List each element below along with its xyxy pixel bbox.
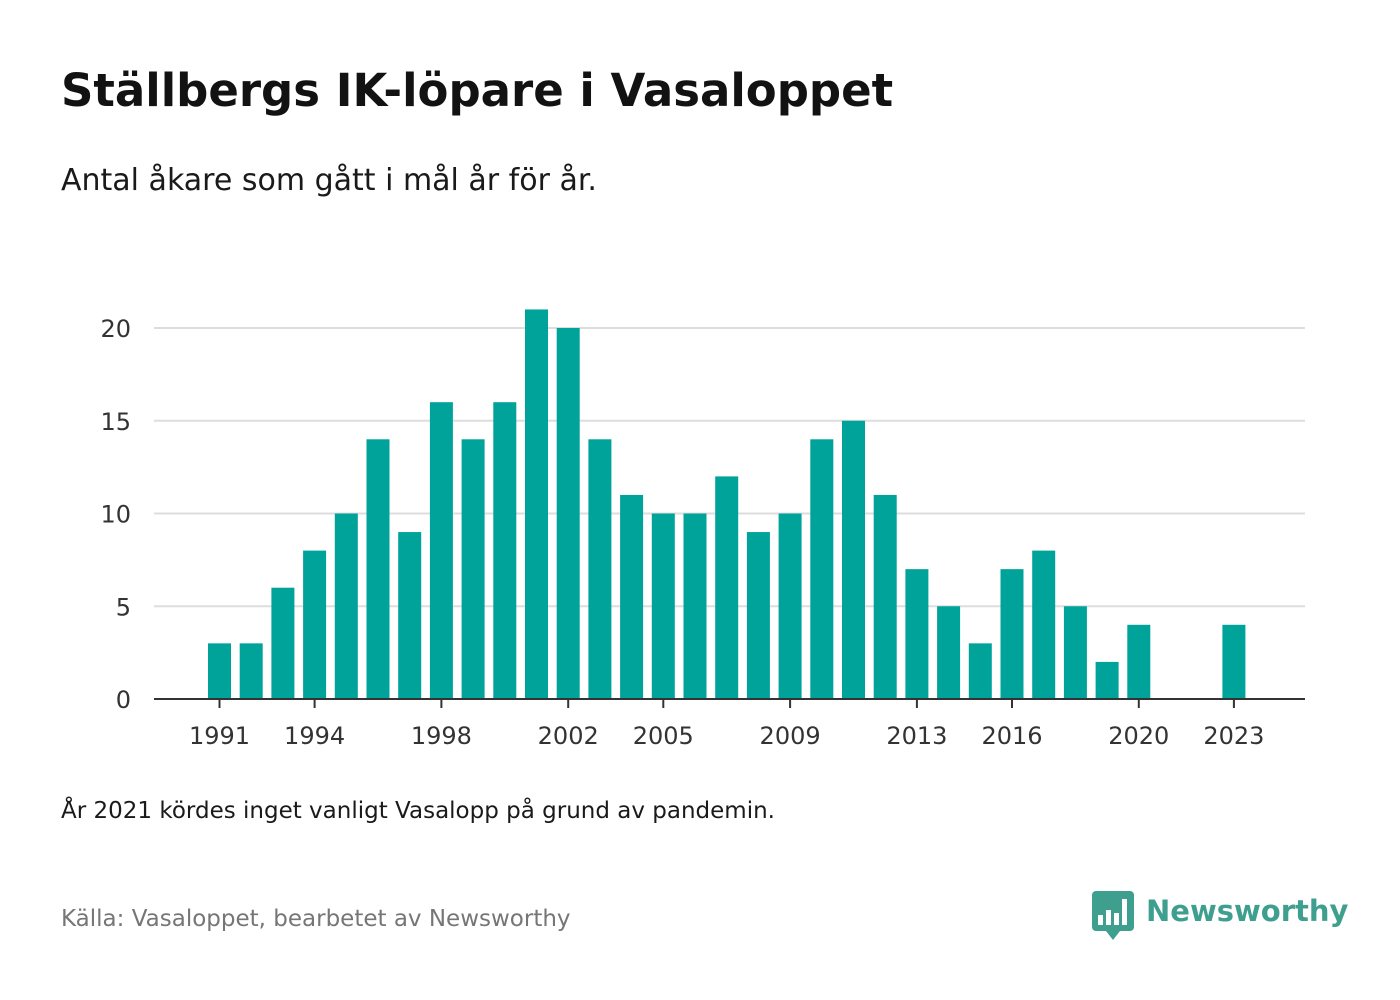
x-tick-label: 2023	[1203, 722, 1264, 750]
logo-text: Newsworthy	[1146, 894, 1349, 928]
newsworthy-logo: Newsworthy	[1092, 891, 1348, 943]
bar-1997	[398, 532, 422, 699]
x-tick-label: 1998	[411, 722, 472, 750]
x-tick-label: 2016	[981, 722, 1042, 750]
x-tick-label: 1994	[284, 722, 345, 750]
y-tick-label: 20	[100, 315, 131, 343]
bar-2007	[715, 476, 739, 699]
bar-2012	[873, 494, 897, 699]
bar-2008	[746, 532, 770, 699]
bar-chart-speech-bubble-icon	[1092, 891, 1134, 940]
bar-1998	[429, 402, 453, 699]
bar-1999	[461, 439, 485, 699]
bar-2015	[968, 643, 992, 699]
bar-1992	[239, 643, 263, 699]
x-tick-label: 2013	[886, 722, 947, 750]
y-tick-label: 5	[116, 593, 131, 621]
bar-2013	[905, 569, 929, 699]
bar-2018	[1063, 606, 1087, 699]
x-tick-label: 2009	[760, 722, 821, 750]
bar-2014	[937, 606, 961, 699]
bar-2009	[778, 513, 802, 699]
bar-2004	[620, 494, 644, 699]
bar-1991	[208, 643, 231, 699]
bar-2006	[683, 513, 707, 699]
footnote: År 2021 kördes inget vanligt Vasalopp på…	[61, 798, 775, 824]
bar-2020	[1127, 624, 1151, 699]
bar-2019	[1095, 661, 1119, 699]
bar-2010	[810, 439, 834, 699]
x-tick-label: 2005	[633, 722, 694, 750]
bar-2011	[842, 420, 865, 699]
x-tick-label: 2020	[1108, 722, 1169, 750]
bar-2017	[1032, 550, 1056, 699]
source-text: Källa: Vasaloppet, bearbetet av Newswort…	[61, 906, 571, 932]
y-axis-labels: 0 5 10 15 20	[100, 315, 131, 714]
bar-2005	[651, 513, 675, 699]
bar-1993	[271, 587, 295, 699]
bar-2001	[525, 309, 548, 699]
bar-1995	[334, 513, 358, 699]
bar-1996	[366, 439, 390, 699]
y-tick-label: 10	[100, 501, 131, 529]
y-tick-label: 0	[116, 686, 131, 714]
bar-2002	[556, 328, 580, 699]
x-tick-label: 1991	[189, 722, 250, 750]
x-axis-labels: 1991 1994 1998 2002 2005 2009 2013 2016 2020 2023	[189, 722, 1264, 750]
bar-2023	[1222, 624, 1246, 699]
bar-2016	[1000, 569, 1024, 699]
chart-subtitle: Antal åkare som gått i mål år för år.	[61, 163, 597, 198]
bar-2003	[588, 439, 612, 699]
bars	[208, 309, 1246, 699]
chart-title: Ställbergs IK-löpare i Vasaloppet	[61, 64, 894, 117]
x-axis-ticks	[218, 699, 1235, 708]
bar-1994	[303, 550, 327, 699]
y-tick-label: 15	[100, 408, 131, 436]
bar-2000	[493, 402, 517, 699]
x-tick-label: 2002	[538, 722, 599, 750]
